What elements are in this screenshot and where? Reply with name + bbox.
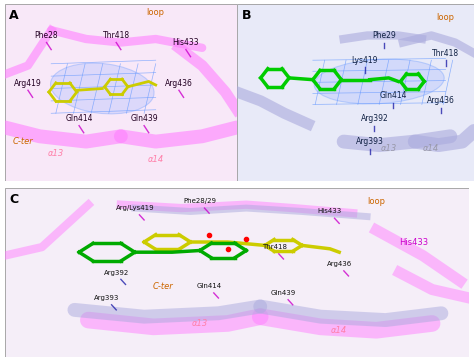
Text: Phe29: Phe29: [372, 31, 396, 40]
Text: loop: loop: [437, 13, 455, 22]
Text: loop: loop: [147, 8, 164, 17]
Text: Arg/Lys419: Arg/Lys419: [116, 205, 154, 211]
Text: Phe28: Phe28: [35, 31, 58, 40]
Ellipse shape: [314, 59, 444, 104]
Text: Arg393: Arg393: [94, 295, 119, 301]
Text: Arg392: Arg392: [104, 270, 129, 275]
Text: Thr418: Thr418: [103, 31, 130, 40]
Text: Arg419: Arg419: [14, 79, 42, 88]
Text: Phe28/29: Phe28/29: [183, 198, 216, 204]
Text: α14: α14: [147, 155, 164, 164]
Text: Arg436: Arg436: [427, 96, 455, 105]
Text: B: B: [242, 9, 251, 22]
Text: α13: α13: [191, 319, 208, 328]
Text: Arg436: Arg436: [327, 261, 352, 267]
Text: Gln414: Gln414: [197, 283, 222, 289]
FancyBboxPatch shape: [237, 4, 474, 180]
Text: Gln414: Gln414: [380, 91, 407, 100]
Text: C-ter: C-ter: [152, 282, 173, 291]
Text: α14: α14: [331, 326, 347, 335]
Ellipse shape: [51, 63, 154, 114]
Text: Lys419: Lys419: [352, 56, 378, 65]
Text: Gln414: Gln414: [65, 114, 93, 123]
Text: α13: α13: [381, 144, 397, 153]
Text: Gln439: Gln439: [130, 114, 158, 123]
Text: Gln439: Gln439: [271, 290, 296, 296]
Text: Arg392: Arg392: [361, 114, 388, 123]
Text: C: C: [9, 193, 18, 206]
Text: His433: His433: [173, 38, 199, 47]
Text: C-ter: C-ter: [13, 137, 34, 146]
FancyBboxPatch shape: [5, 4, 237, 180]
Text: Arg393: Arg393: [356, 137, 383, 146]
Text: His433: His433: [318, 208, 342, 214]
Text: Thr418: Thr418: [432, 49, 459, 58]
FancyBboxPatch shape: [5, 188, 469, 357]
Text: loop: loop: [367, 197, 385, 206]
Text: Thr418: Thr418: [262, 244, 287, 250]
Text: α13: α13: [48, 149, 64, 158]
Text: His433: His433: [399, 238, 428, 247]
Text: α14: α14: [423, 144, 439, 153]
Text: A: A: [9, 9, 19, 22]
Text: Arg436: Arg436: [165, 79, 193, 88]
